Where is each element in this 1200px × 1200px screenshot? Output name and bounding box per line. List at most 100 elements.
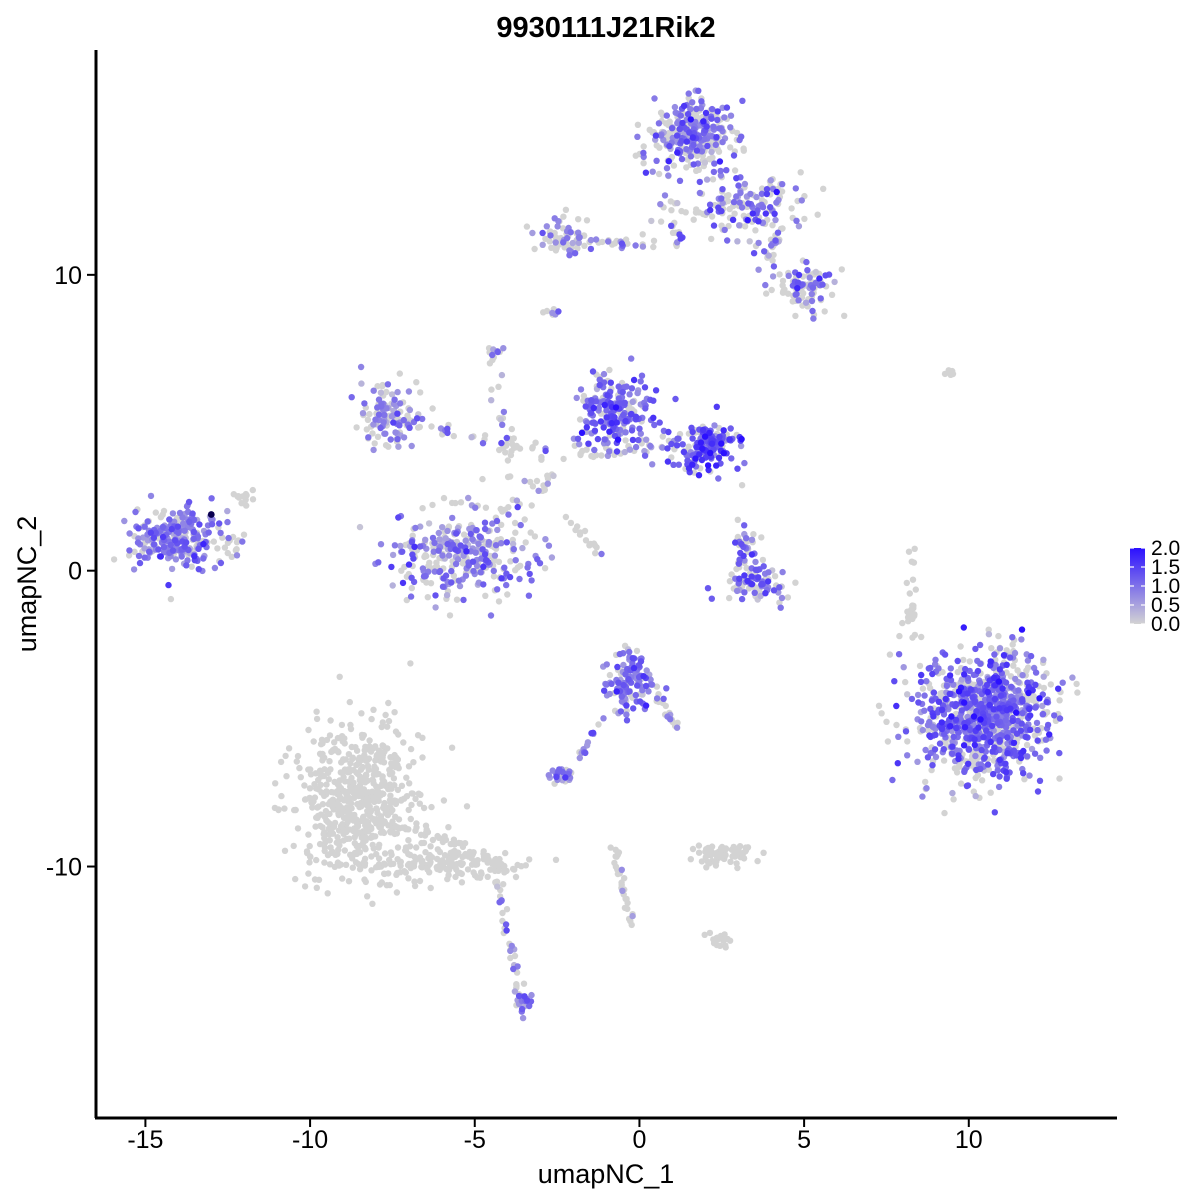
cell-point — [388, 413, 396, 420]
cell-point — [994, 719, 1001, 727]
cell-point — [526, 856, 533, 863]
cell-point — [941, 730, 948, 738]
cell-point — [932, 731, 939, 738]
cell-point — [930, 713, 937, 720]
cell-point — [377, 813, 385, 820]
cell-point — [448, 744, 456, 751]
cell-point — [337, 794, 344, 801]
cell-point — [617, 708, 625, 715]
cell-point — [413, 415, 421, 422]
cell-point — [929, 670, 936, 678]
cell-point — [630, 705, 637, 712]
cell-point — [496, 899, 503, 906]
cell-point — [657, 132, 665, 139]
cell-point — [625, 405, 632, 412]
cell-point — [348, 743, 355, 751]
cell-point — [141, 554, 148, 561]
cell-point — [995, 632, 1002, 640]
cell-point — [708, 235, 715, 243]
cell-point — [346, 698, 353, 706]
cell-point — [776, 271, 783, 278]
cell-point — [962, 665, 969, 673]
cell-point — [675, 461, 682, 468]
cell-point — [841, 312, 848, 319]
cell-point — [575, 233, 583, 241]
cell-point — [620, 681, 627, 689]
cell-point — [305, 726, 312, 734]
cell-point — [741, 572, 748, 579]
cell-point — [689, 461, 696, 468]
cell-point — [689, 134, 696, 141]
cell-point — [417, 523, 424, 530]
cell-point — [739, 97, 746, 105]
cell-point — [429, 405, 436, 412]
cell-point — [996, 773, 1003, 780]
cell-point — [1051, 712, 1058, 719]
cell-point — [168, 565, 176, 573]
cell-point — [904, 691, 911, 698]
cell-point — [965, 760, 972, 767]
cell-point — [473, 562, 481, 569]
cell-point — [702, 109, 710, 117]
cell-point — [583, 446, 590, 453]
cell-point — [370, 387, 377, 394]
cell-point — [395, 731, 402, 738]
cell-point — [710, 168, 718, 176]
cell-point — [196, 521, 203, 528]
cell-point — [493, 517, 501, 525]
cell-point — [662, 120, 670, 127]
cell-point — [771, 210, 778, 217]
cell-point — [307, 766, 314, 773]
cell-point — [407, 851, 414, 859]
cell-point — [490, 567, 497, 575]
cell-point — [651, 95, 658, 102]
cell-point — [318, 752, 326, 759]
cell-point — [926, 732, 933, 739]
cell-point — [510, 546, 517, 553]
cell-point — [452, 546, 459, 553]
cell-point — [696, 189, 704, 197]
cell-point — [668, 440, 675, 448]
cell-point — [924, 754, 932, 761]
cell-point — [736, 222, 743, 229]
cell-point — [533, 477, 541, 485]
cell-point — [489, 356, 496, 364]
cell-point — [709, 176, 717, 183]
cell-point — [923, 785, 930, 792]
cell-point — [375, 411, 383, 418]
cell-point — [470, 849, 477, 856]
cell-point — [710, 123, 717, 130]
cell-point — [526, 570, 533, 578]
cell-point — [727, 858, 734, 865]
cell-point — [313, 708, 320, 715]
cell-point — [190, 516, 198, 523]
cell-point — [126, 530, 133, 537]
cell-point — [985, 631, 993, 638]
x-tick-label: -5 — [464, 1126, 486, 1154]
cell-point — [408, 442, 415, 450]
legend-tick-label: 2.0 — [1151, 537, 1180, 560]
cell-point — [753, 193, 760, 201]
cell-point — [680, 448, 688, 456]
cell-point — [445, 872, 452, 879]
cell-point — [909, 602, 916, 609]
cell-point — [152, 509, 159, 516]
cell-point — [484, 873, 491, 880]
cell-point — [552, 247, 560, 254]
cell-point — [940, 746, 947, 753]
cell-point — [724, 237, 731, 244]
cell-point — [987, 738, 994, 746]
cell-point — [693, 167, 700, 174]
cell-point — [444, 540, 451, 548]
max-expression-point — [207, 511, 215, 518]
cell-point — [987, 789, 994, 796]
cell-point — [1027, 726, 1034, 733]
cell-point — [695, 472, 703, 479]
cell-point — [625, 676, 632, 683]
cell-point — [716, 125, 723, 132]
cell-point — [991, 744, 998, 751]
cell-point — [950, 733, 957, 741]
cell-point — [562, 206, 570, 213]
cell-point — [740, 147, 747, 154]
cell-point — [641, 452, 649, 459]
